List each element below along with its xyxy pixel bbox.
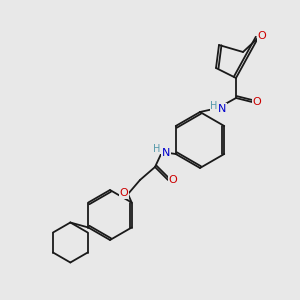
Text: H: H	[210, 101, 218, 111]
Text: N: N	[162, 148, 170, 158]
Text: O: O	[253, 97, 261, 107]
Text: N: N	[218, 104, 226, 114]
Text: O: O	[120, 188, 128, 198]
Text: O: O	[169, 175, 177, 185]
Text: H: H	[153, 144, 161, 154]
Text: O: O	[258, 31, 266, 41]
